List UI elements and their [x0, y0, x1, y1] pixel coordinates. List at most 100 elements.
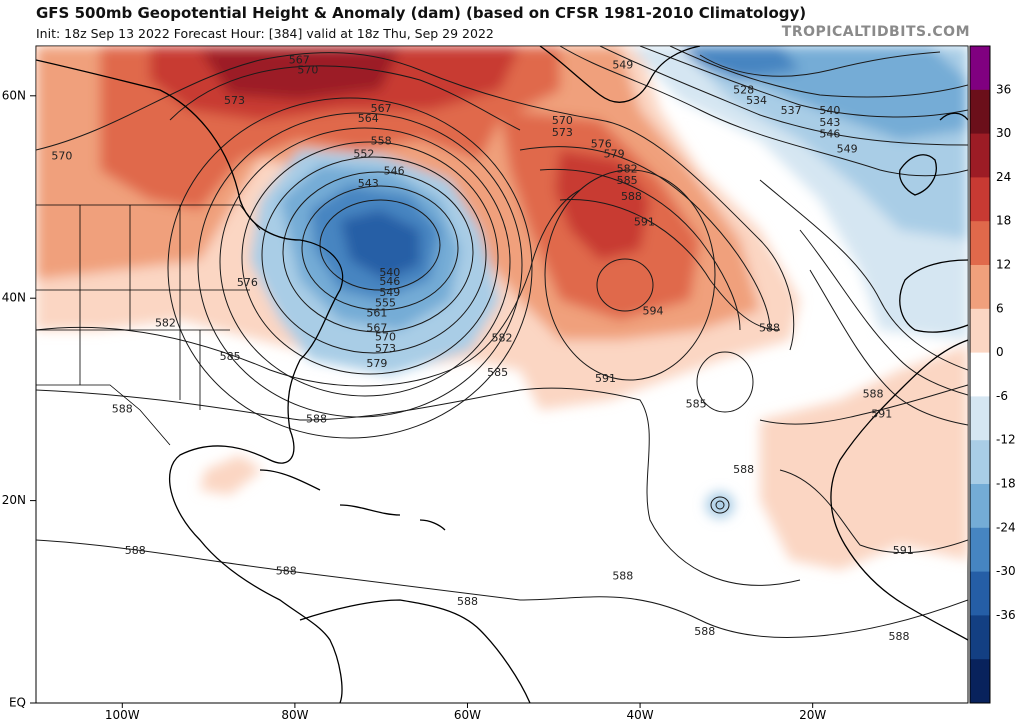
contour-low-8	[167, 97, 533, 439]
contour-label: 570	[297, 64, 318, 77]
contour-label: 552	[353, 147, 374, 160]
colorbar-swatch	[970, 46, 990, 91]
contour-588-tropics	[36, 539, 968, 638]
contour-label: 528	[733, 84, 754, 97]
state-lines	[36, 205, 250, 410]
colorbar-swatch	[970, 89, 990, 135]
contour-label: 540	[819, 104, 840, 117]
lat-label: 20N	[2, 493, 26, 507]
contour-low-2	[301, 185, 459, 311]
contour-label: 543	[819, 116, 840, 129]
contour-low-4	[261, 156, 487, 354]
contour-534-east	[669, 46, 968, 98]
colorbar-tick-label: -12	[996, 433, 1016, 447]
contour-low-5	[241, 141, 499, 375]
contour-label: 588	[306, 413, 327, 426]
contour-label: 588	[733, 463, 754, 476]
contour-label: 573	[552, 126, 573, 139]
us-mexico-border	[36, 384, 171, 446]
contour-588-atlantic	[559, 199, 781, 331]
colorbar-ticks: 36 30 24 18 12 6 0 -6 -12 -18 -24 -30 -36	[996, 82, 1016, 622]
contour-label: 588	[759, 322, 780, 335]
contour-label: 591	[893, 544, 914, 557]
contour-label: 588	[125, 544, 146, 557]
borders	[36, 204, 261, 446]
contour-label: 570	[552, 114, 573, 127]
contour-570-north	[36, 52, 795, 351]
colorbar-tick-label: -30	[996, 564, 1016, 578]
south-america-coast	[299, 599, 531, 703]
contour-label: 588	[112, 403, 133, 416]
contour-label: 576	[237, 276, 258, 289]
colorbar-tick-label: -6	[996, 389, 1008, 403]
contour-labels: 5675705735705675645585525465435405465495…	[51, 53, 913, 643]
colorbar-tick-label: 30	[996, 126, 1011, 140]
contour-label: 591	[871, 408, 892, 421]
lat-axis: 60N 40N 20N EQ	[2, 88, 36, 710]
lat-label: 60N	[2, 88, 26, 102]
east-trough-deep-shade	[680, 46, 800, 80]
contour-label: 576	[591, 137, 612, 150]
contour-small-low-1	[710, 496, 730, 514]
contour-label: 579	[366, 357, 387, 370]
colorbar-tick-label: 36	[996, 82, 1011, 96]
colorbar-tick-label: 18	[996, 214, 1011, 228]
contour-540-east	[639, 46, 968, 118]
colorbar-tick-label: 6	[996, 301, 1004, 315]
greenland-coast	[539, 46, 701, 103]
contour-588-south	[36, 387, 801, 586]
colorbar-swatch	[970, 308, 990, 354]
contour-label: 582	[155, 317, 176, 330]
contour-label: 573	[375, 342, 396, 355]
contour-label: 561	[366, 306, 387, 319]
contour-582-atlantic	[539, 168, 741, 331]
ridge-light-shade-africa	[760, 345, 968, 570]
colorbar-swatch	[970, 484, 990, 529]
contour-label: 570	[51, 150, 72, 163]
lon-label: 20W	[799, 708, 826, 722]
north-america-coast	[36, 59, 344, 703]
contour-low-6	[219, 127, 511, 397]
contour-label: 549	[837, 142, 858, 155]
us-canada-border	[36, 204, 261, 231]
contour-label: 558	[371, 134, 392, 147]
contour-564-east	[809, 269, 968, 426]
africa-coast	[830, 339, 968, 641]
colorbar-swatches	[970, 46, 990, 704]
contour-label: 579	[604, 147, 625, 160]
contour-label: 582	[617, 163, 638, 176]
lon-label: 60W	[454, 708, 481, 722]
colorbar-frame	[969, 45, 991, 704]
contour-label: 534	[746, 94, 767, 107]
contour-label: 546	[379, 275, 400, 288]
contour-label: 540	[379, 266, 400, 279]
colorbar-swatch	[970, 571, 990, 616]
contour-label: 591	[634, 215, 655, 228]
contour-label: 567	[371, 102, 392, 115]
colorbar-tick-label: 12	[996, 258, 1011, 272]
contour-ridge-591	[544, 169, 716, 381]
lat-label: EQ	[9, 696, 26, 710]
contour-label: 549	[379, 286, 400, 299]
lon-label: 40W	[627, 708, 654, 722]
contour-label: 543	[358, 177, 379, 190]
colorbar-tick-label: -18	[996, 477, 1016, 491]
contour-label: 570	[375, 331, 396, 344]
colorbar-tick-label: 24	[996, 170, 1011, 184]
colorbar-swatch	[970, 352, 990, 397]
contour-label: 588	[621, 190, 642, 203]
contour-ridge-594	[596, 258, 654, 312]
contour-label: 546	[384, 165, 405, 178]
contour-label: 585	[220, 350, 241, 363]
colorbar-swatch	[970, 265, 990, 310]
contour-label: 567	[289, 53, 310, 66]
colorbar-swatch	[970, 615, 990, 660]
british-isles-coast	[899, 112, 968, 196]
contour-label: 549	[612, 58, 633, 71]
trough-deep-shade	[340, 210, 420, 280]
contour-558-east	[799, 229, 968, 396]
contour-low-3	[282, 171, 474, 333]
ridge-light-shade-gulf	[200, 455, 262, 495]
